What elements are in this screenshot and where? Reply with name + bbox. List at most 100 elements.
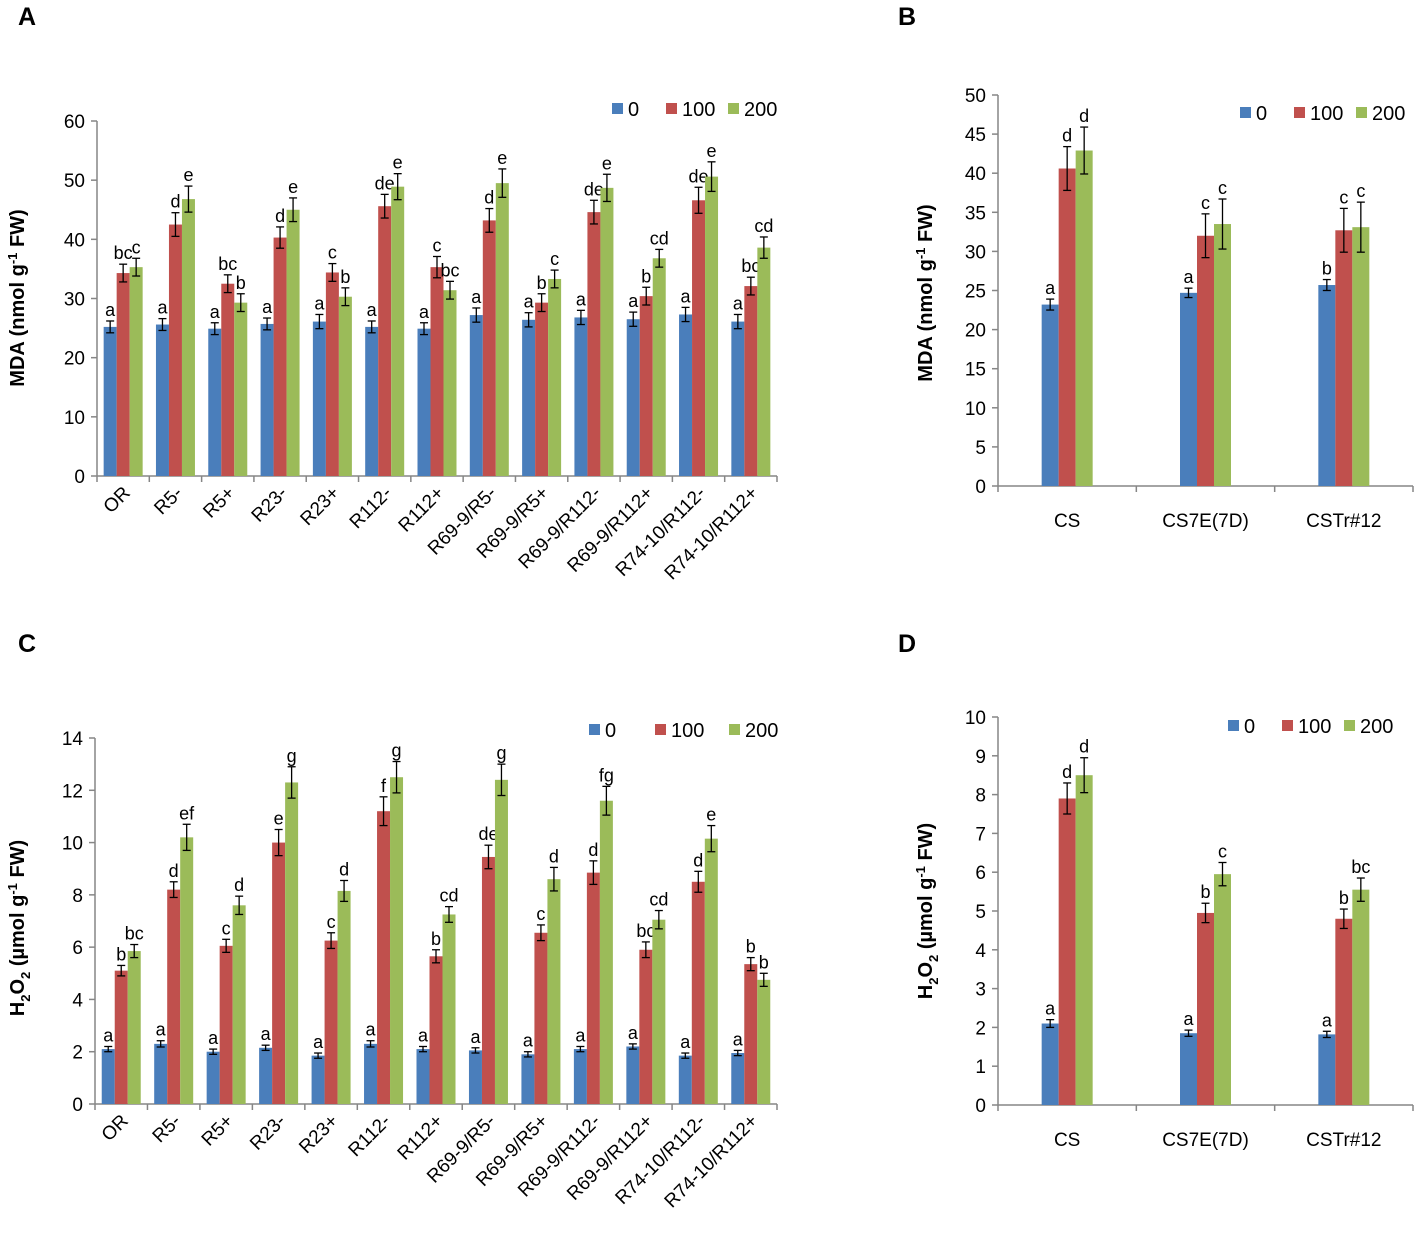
chart-a-bar-series-200 [495,183,509,476]
chart-c-significance-letter: a [103,1025,114,1045]
chart-c-bar-series-100 [377,811,391,1104]
chart-c-bar-series-0 [154,1043,168,1104]
chart-a-bar-series-100 [482,220,496,476]
chart-d-y-tick-label: 8 [975,786,986,807]
chart-a-significance-letter: a [628,291,639,311]
chart-d-y-tick-label: 4 [975,941,986,962]
chart-c-bar-series-100 [534,932,548,1104]
chart-c-y-axis-title-part: FW) [7,840,29,883]
chart-c-category-label: R23- [246,1111,290,1155]
chart-b-bar-series-0 [1180,292,1197,486]
chart-c-legend-swatch-0 [589,724,600,735]
chart-c-y-tick-label: 2 [72,1043,83,1064]
chart-d-bar-series-100 [1335,918,1353,1105]
chart-c-significance-letter: a [523,1031,534,1051]
chart-c-significance-letter: a [208,1028,219,1048]
chart-b-bar-series-100 [1197,235,1214,486]
chart-b-y-tick-label: 50 [965,86,986,107]
chart-c-significance-letter: a [575,1025,586,1045]
chart-c-bar-series-100 [272,842,286,1104]
chart-c-significance-letter: e [274,809,284,829]
chart-c-significance-letter: g [496,743,506,763]
chart-a-category-label: R23- [248,483,292,527]
chart-c-significance-letter: a [418,1025,429,1045]
chart-d-y-tick-label: 7 [975,824,986,845]
chart-d-y-axis-title-part: FW) [915,823,937,866]
chart-a-significance-letter: a [314,293,325,313]
chart-d-bar-series-200 [1214,874,1231,1105]
chart-a-bar-series-200 [652,258,666,476]
chart-b-y-axis-title-part: MDA (nmol g [915,259,937,382]
chart-b-legend-label-100: 100 [1310,103,1343,125]
chart-b-category-label: CS [1054,511,1080,532]
chart-c-significance-letter: de [478,824,498,844]
chart-a-bar-series-200 [600,187,614,476]
chart-a-legend-swatch-200 [728,103,739,114]
chart-a-y-tick-label: 20 [64,349,85,370]
chart-c-significance-letter: g [287,746,297,766]
chart-b-y-tick-label: 40 [965,164,986,185]
chart-c-significance-letter: d [169,861,179,881]
chart-c-significance-letter: f [381,776,387,796]
chart-c-bar-series-0 [626,1046,640,1104]
chart-b-significance-letter: c [1339,187,1348,207]
chart-c-significance-letter: a [156,1020,167,1040]
chart-c-bar-series-100 [481,856,495,1104]
chart-c-significance-letter: a [366,1020,377,1040]
chart-c-legend-label-200: 200 [745,720,778,742]
chart-c-bar-series-100 [167,889,181,1104]
chart-a-bar-series-0 [731,321,745,476]
chart-d-significance-letter: bc [1351,857,1370,877]
chart-c-significance-letter: a [733,1029,744,1049]
chart-b-y-axis-title-part: -1 [913,248,928,260]
chart-c-significance-letter: a [680,1032,691,1052]
chart-b-bar-series-200 [1075,150,1093,486]
panel-label-b: B [898,3,917,31]
chart-c-y-axis-title-part: 2 [18,972,33,979]
chart-c-bar-series-100 [744,964,758,1104]
chart-d-category-label: CS [1054,1130,1080,1151]
chart-c-bar-series-0 [416,1049,430,1104]
chart-b-y-tick-label: 5 [975,438,986,459]
chart-a-significance-letter: de [689,166,709,186]
chart-d-y-tick-label: 1 [975,1057,986,1078]
chart-b-significance-letter: b [1322,259,1332,279]
chart-d-category-label: CS7E(7D) [1162,1130,1249,1151]
chart-b-mda-cs: 0 5 10 15 20 25 30 35 40 45 50 CS CS7E(7D) CSTr#12 a a b… [913,86,1414,532]
chart-d-y-axis-title-part: O [915,962,937,978]
chart-b-y-tick-label: 0 [975,477,986,498]
chart-a-y-axis-title-part: -1 [5,253,20,265]
chart-a-significance-letter: e [497,148,507,168]
chart-c-category-label: R5+ [198,1111,238,1151]
chart-c-y-axis-title-part: O [7,979,29,995]
chart-b-bar-series-200 [1352,227,1370,486]
chart-c-significance-letter: c [222,918,231,938]
chart-d-y-tick-label: 3 [975,980,986,1001]
chart-c-significance-letter: b [431,929,441,949]
chart-a-y-tick-label: 0 [74,467,85,488]
chart-a-significance-letter: e [602,153,612,173]
chart-d-y-tick-label: 2 [975,1018,986,1039]
chart-b-significance-letter: c [1218,178,1227,198]
chart-a-significance-letter: bc [741,256,760,276]
chart-c-bar-series-100 [691,881,705,1104]
chart-c-bar-series-200 [232,905,246,1104]
chart-c-bar-series-200 [442,914,456,1104]
chart-d-y-tick-label: 9 [975,747,986,768]
chart-b-category-label: CS7E(7D) [1162,511,1249,532]
chart-a-category-label: R74-10/R112- [612,483,710,581]
chart-d-y-tick-label: 5 [975,902,986,923]
chart-d-bar-series-100 [1197,912,1214,1105]
chart-d-y-axis-title-part: -1 [913,866,928,878]
chart-a-significance-letter: d [275,206,285,226]
chart-c-bar-series-0 [206,1051,220,1104]
chart-a-y-tick-label: 50 [64,171,85,192]
chart-a-category-label: R23+ [297,483,344,530]
chart-a-y-axis-title-part: FW) [7,209,29,252]
chart-d-significance-letter: a [1045,999,1056,1019]
chart-a-bar-series-100 [430,267,444,476]
chart-b-legend-swatch-100 [1294,107,1305,118]
chart-b-legend-label-200: 200 [1372,103,1405,125]
chart-b-significance-letter: d [1062,126,1072,146]
chart-d-y-tick-label: 0 [975,1096,986,1117]
